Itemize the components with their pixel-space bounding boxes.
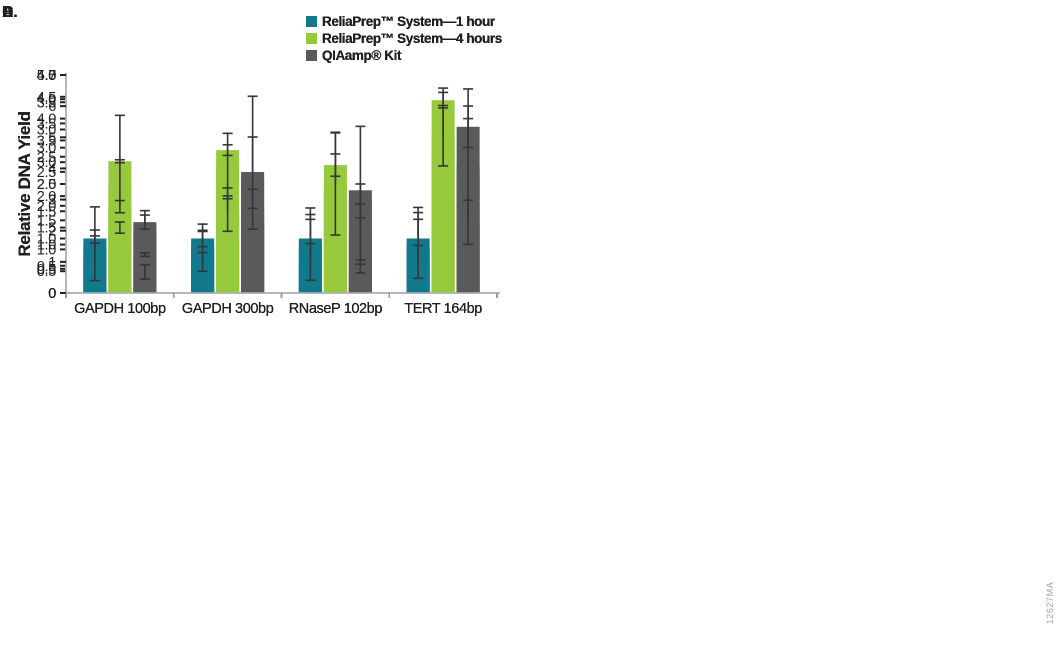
x-category-label: GAPDH 100bp bbox=[74, 301, 166, 317]
y-tick-label: 2.5 bbox=[37, 165, 56, 181]
legend-label: ReliaPrep™ System—4 hours bbox=[322, 31, 502, 46]
y-tick-label: 1.0 bbox=[37, 232, 56, 248]
x-category-label: GAPDH 300bp bbox=[182, 301, 274, 317]
y-tick-label: 3.0 bbox=[37, 155, 56, 171]
panel-letter: A. bbox=[2, 4, 18, 21]
y-tick-label: 1.5 bbox=[37, 204, 56, 220]
y-tick-label: 3 bbox=[48, 193, 56, 209]
y-tick-label: 4.0 bbox=[37, 112, 56, 128]
y-tick-label: 0.5 bbox=[37, 262, 56, 278]
legend-swatch-gray-icon bbox=[306, 50, 317, 61]
x-category-label: GAPDH 100bp bbox=[74, 301, 166, 317]
bar bbox=[431, 135, 455, 293]
legend-label: ReliaPrep™ System—1 hour bbox=[322, 14, 495, 29]
legend-item: ReliaPrep™ System—1 hour bbox=[306, 13, 502, 30]
legend: ReliaPrep™ System—1 hour ReliaPrep™ Syst… bbox=[306, 13, 502, 64]
panel-letter: D. bbox=[2, 4, 18, 21]
legend-label: ReliaPrep™ System—4 hours bbox=[322, 31, 502, 46]
y-tick-label: 2.5 bbox=[37, 150, 56, 166]
bar bbox=[191, 261, 215, 293]
y-axis-title: Relative DNA Yield bbox=[15, 111, 34, 256]
y-tick-label: 3.5 bbox=[37, 116, 56, 132]
y-tick-label: 1.0 bbox=[37, 242, 56, 258]
x-category-label: GAPDH 300bp bbox=[182, 301, 274, 317]
y-axis-title: Relative DNA Yield bbox=[15, 111, 34, 256]
y-tick-label: 3.5 bbox=[37, 95, 56, 111]
x-category-label: TERT 164bp bbox=[404, 301, 482, 317]
bar bbox=[108, 227, 132, 293]
y-tick-label: 2.0 bbox=[37, 177, 56, 193]
panel-letter: C. bbox=[2, 4, 18, 21]
y-tick-label: 0 bbox=[48, 286, 56, 302]
x-category-label: RNaseP 102bp bbox=[289, 301, 383, 317]
figure-number-watermark: 12627MA bbox=[1045, 581, 1055, 625]
x-category-label: GAPDH 100bp bbox=[74, 301, 166, 317]
bar-chart-d: 0 1 2 3 4 5 6 7 GAPDH 100bp GAPDH 300bp RNaseP 102… bbox=[15, 68, 500, 317]
x-category-label: TERT 164bp bbox=[404, 301, 482, 317]
bar bbox=[133, 271, 157, 293]
x-category-label: RNaseP 102bp bbox=[289, 301, 383, 317]
legend-label: ReliaPrep™ System—1 hour bbox=[322, 14, 495, 29]
legend-swatch-green-icon bbox=[306, 33, 317, 44]
y-tick-label: 4.0 bbox=[37, 68, 56, 84]
legend: ReliaPrep™ System—1 hour ReliaPrep™ Syst… bbox=[306, 13, 502, 64]
y-tick-label: 3.0 bbox=[37, 123, 56, 139]
legend-label: QIAamp® Kit bbox=[322, 48, 402, 63]
y-axis-title: Relative DNA Yield bbox=[15, 111, 34, 256]
x-category-label: GAPDH 100bp bbox=[74, 301, 166, 317]
y-tick-label: 3.0 bbox=[37, 141, 56, 157]
legend: ReliaPrep™ System—1 hour ReliaPrep™ Syst… bbox=[306, 13, 502, 64]
y-tick-label: 0.5 bbox=[37, 259, 56, 275]
x-category-label: RNaseP 102bp bbox=[289, 301, 383, 317]
y-tick-label: 4.5 bbox=[37, 68, 56, 84]
y-tick-label: 5 bbox=[48, 130, 56, 146]
y-tick-label: 0.5 bbox=[37, 264, 56, 280]
y-axis-title: Relative DNA Yield bbox=[15, 111, 34, 256]
y-tick-label: 4 bbox=[48, 161, 56, 177]
y-tick-label: 0 bbox=[48, 286, 56, 302]
y-tick-label: 7 bbox=[48, 68, 56, 84]
bar bbox=[323, 184, 347, 293]
y-tick-label: 2.0 bbox=[37, 189, 56, 205]
y-tick-label: 1.5 bbox=[37, 221, 56, 237]
x-category-label: GAPDH 300bp bbox=[182, 301, 274, 317]
legend-label: QIAamp® Kit bbox=[322, 48, 402, 63]
panel-d: D. ReliaPrep™ System—1 hour ReliaPrep™ S… bbox=[0, 0, 530, 328]
legend-label: QIAamp® Kit bbox=[322, 48, 402, 63]
legend-label: ReliaPrep™ System—1 hour bbox=[322, 14, 495, 29]
panel-letter: B. bbox=[2, 4, 18, 21]
y-tick-label: 3.5 bbox=[37, 133, 56, 149]
legend-label: ReliaPrep™ System—4 hours bbox=[322, 31, 502, 46]
bar bbox=[456, 222, 480, 293]
y-tick-label: 4.0 bbox=[37, 92, 56, 108]
y-tick-label: 2.0 bbox=[37, 199, 56, 215]
y-tick-label: 2.5 bbox=[37, 177, 56, 193]
x-category-label: GAPDH 300bp bbox=[182, 301, 274, 317]
y-tick-label: 4.5 bbox=[37, 90, 56, 106]
legend-label: ReliaPrep™ System—1 hour bbox=[322, 14, 495, 29]
y-tick-label: 1 bbox=[48, 255, 56, 271]
x-category-label: TERT 164bp bbox=[404, 301, 482, 317]
y-tick-label: 1.0 bbox=[37, 238, 56, 254]
y-tick-label: 0 bbox=[48, 286, 56, 302]
y-tick-label: 5.0 bbox=[37, 68, 56, 84]
bar bbox=[216, 213, 240, 293]
legend-label: QIAamp® Kit bbox=[322, 48, 402, 63]
legend-item: QIAamp® Kit bbox=[306, 47, 502, 64]
y-tick-label: 1.5 bbox=[37, 213, 56, 229]
y-tick-label: 2 bbox=[48, 224, 56, 240]
legend-label: ReliaPrep™ System—4 hours bbox=[322, 31, 502, 46]
x-category-label: TERT 164bp bbox=[404, 301, 482, 317]
y-tick-label: 0 bbox=[48, 286, 56, 302]
legend-item: ReliaPrep™ System—4 hours bbox=[306, 30, 502, 47]
y-tick-label: 6 bbox=[48, 99, 56, 115]
legend-swatch-teal-icon bbox=[306, 16, 317, 27]
bar bbox=[348, 266, 372, 293]
bar bbox=[241, 209, 265, 293]
x-category-label: RNaseP 102bp bbox=[289, 301, 383, 317]
